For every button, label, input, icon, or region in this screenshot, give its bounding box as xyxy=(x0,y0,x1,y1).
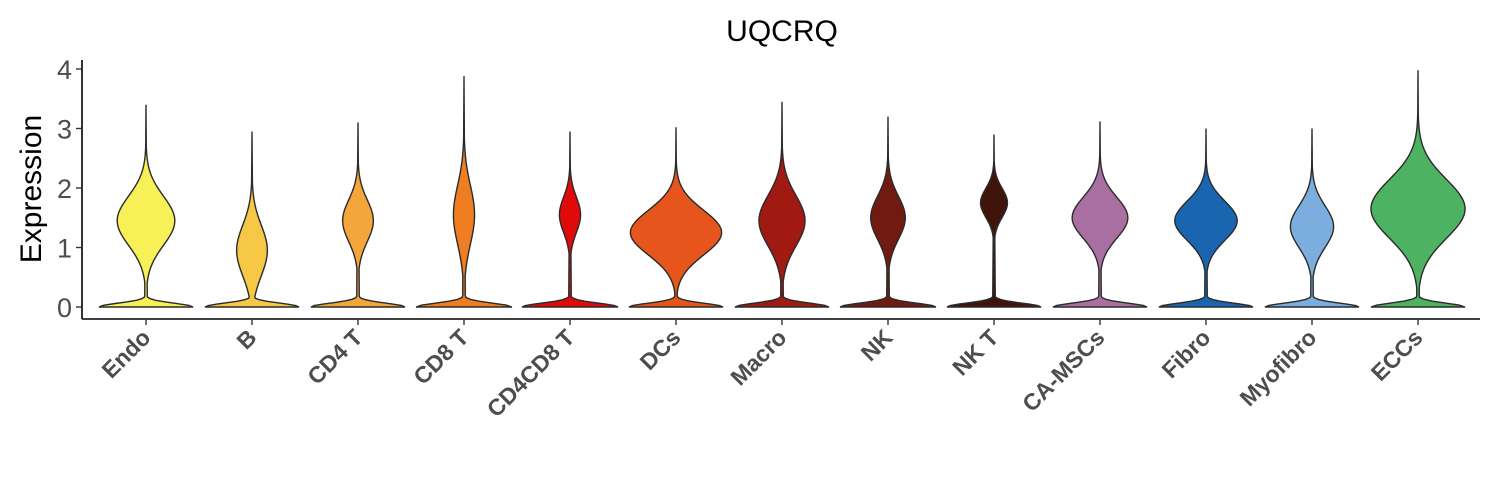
x-tick-label-cd4-t: CD4 T xyxy=(302,324,367,389)
violin-eccs xyxy=(1370,70,1466,308)
y-axis-label: Expression xyxy=(15,115,48,263)
x-tick-label-cd8-t: CD8 T xyxy=(408,324,473,389)
x-axis-ticks: Endo B CD4 T CD8 T CD4CD8 T DCs Macro NK NK T CA-… xyxy=(96,319,1428,422)
violin-endo xyxy=(98,104,194,308)
violin-fibro xyxy=(1158,128,1254,308)
x-tick-label-eccs: ECCs xyxy=(1366,324,1428,386)
violin-dcs xyxy=(628,127,724,308)
x-tick-label-nk: NK xyxy=(856,324,898,366)
violin-macro xyxy=(734,101,830,308)
violin-ca-mscs xyxy=(1052,121,1148,308)
x-tick-label-cd4cd8-t: CD4CD8 T xyxy=(482,324,580,422)
x-tick-label-endo: Endo xyxy=(96,324,155,383)
violin-cd4-t xyxy=(310,122,406,308)
x-tick-label-myofibro: Myofibro xyxy=(1234,324,1321,411)
violin-b xyxy=(204,131,300,308)
violin-nk xyxy=(839,116,937,308)
violin-nk-t xyxy=(946,134,1042,308)
x-tick-label-nk-t: NK T xyxy=(947,324,1003,380)
x-tick-label-macro: Macro xyxy=(725,324,791,390)
x-tick-label-ca-mscs: CA-MSCs xyxy=(1017,324,1109,416)
chart-title: UQCRQ xyxy=(726,15,838,48)
violin-group xyxy=(98,70,1466,308)
violin-myofibro xyxy=(1264,128,1360,308)
violin-cd4cd8-t xyxy=(521,131,619,308)
y-tick-label: 1 xyxy=(57,234,72,264)
x-tick-label-dcs: DCs xyxy=(635,324,686,375)
x-tick-label-b: B xyxy=(231,324,261,354)
violin-cd8-t xyxy=(415,76,513,308)
y-axis-ticks: 0 1 2 3 4 xyxy=(57,55,82,323)
y-tick-label: 0 xyxy=(57,293,72,323)
y-tick-label: 2 xyxy=(57,174,72,204)
y-tick-label: 4 xyxy=(57,55,72,85)
x-tick-label-fibro: Fibro xyxy=(1156,324,1215,383)
y-tick-label: 3 xyxy=(57,115,72,145)
